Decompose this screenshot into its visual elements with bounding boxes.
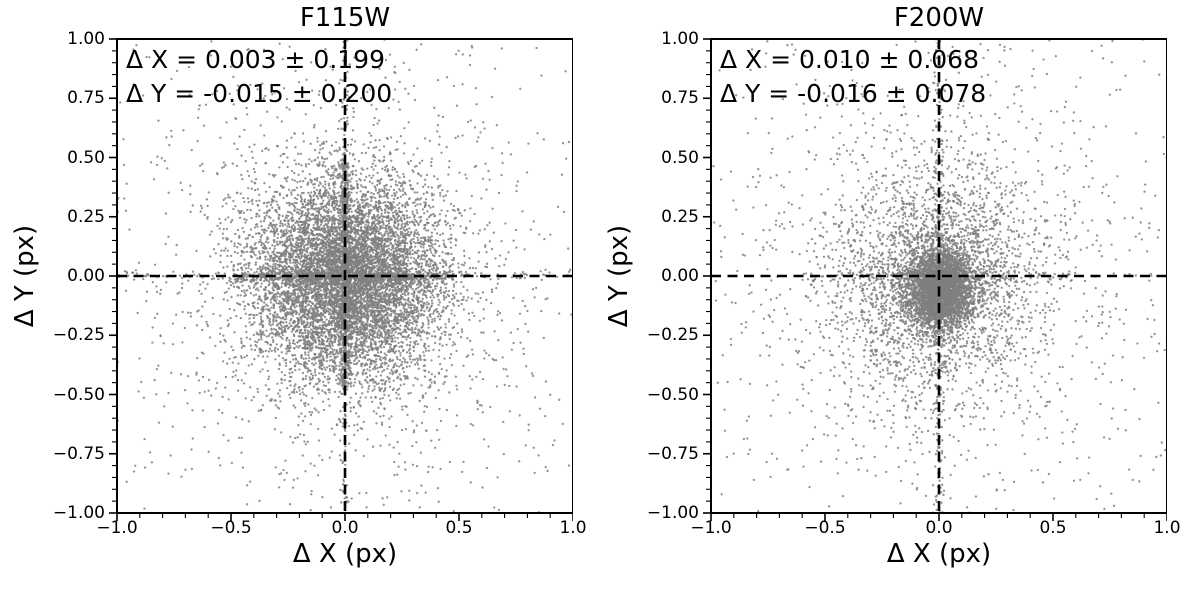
- stats-annotation: Δ X = 0.003 ± 0.199 Δ Y = -0.015 ± 0.200: [126, 43, 392, 111]
- y-tick-label: 0.50: [661, 147, 699, 168]
- x-tick-label: −0.5: [804, 518, 846, 538]
- y-tick-label: 0.00: [661, 266, 699, 286]
- y-tick-label: −0.25: [52, 325, 105, 346]
- annotation-delta-y: Δ Y = -0.016 ± 0.078: [720, 79, 987, 108]
- y-tick-label: −0.50: [646, 384, 699, 405]
- y-tick-label: −0.50: [52, 384, 105, 405]
- annotation-delta-y: Δ Y = -0.015 ± 0.200: [126, 79, 393, 108]
- x-tick-label: −1.0: [690, 518, 732, 538]
- y-tick-label: −0.25: [646, 325, 699, 346]
- subplot-f115w: F115W Δ X = 0.003 ± 0.199 Δ Y = -0.015 ±…: [0, 0, 594, 590]
- y-tick-label: −0.75: [52, 443, 105, 464]
- y-tick-label: 1.00: [67, 29, 105, 49]
- x-tick-label: 0.0: [925, 518, 953, 538]
- y-tick-label: −0.75: [646, 443, 699, 464]
- y-tick-label: 0.75: [661, 88, 699, 109]
- subplot-f200w: F200W Δ X = 0.010 ± 0.068 Δ Y = -0.016 ±…: [594, 0, 1188, 590]
- scatter-plot-canvas: [102, 28, 573, 524]
- y-tick-label: 1.00: [661, 29, 699, 49]
- x-axis-label: Δ X (px): [292, 539, 398, 569]
- y-tick-label: 0.25: [67, 206, 105, 227]
- y-tick-label: −1.00: [646, 503, 699, 523]
- x-tick-label: 0.0: [331, 518, 359, 538]
- x-tick-label: 1.0: [1153, 518, 1181, 538]
- scatter-plot-canvas: [696, 28, 1167, 524]
- x-axis-label: Δ X (px): [886, 539, 992, 569]
- y-tick-label: 0.00: [67, 266, 105, 286]
- x-tick-label: 1.0: [559, 518, 587, 538]
- y-tick-label: 0.75: [67, 88, 105, 109]
- y-tick-label: 0.25: [661, 206, 699, 227]
- x-tick-label: −0.5: [210, 518, 252, 538]
- annotation-delta-x: Δ X = 0.003 ± 0.199: [126, 45, 385, 74]
- stats-annotation: Δ X = 0.010 ± 0.068 Δ Y = -0.016 ± 0.078: [720, 43, 986, 111]
- x-tick-label: 0.5: [1039, 518, 1067, 538]
- x-tick-label: −1.0: [96, 518, 138, 538]
- y-tick-label: −1.00: [52, 503, 105, 523]
- y-tick-label: 0.50: [67, 147, 105, 168]
- x-tick-label: 0.5: [445, 518, 473, 538]
- annotation-delta-x: Δ X = 0.010 ± 0.068: [720, 45, 979, 74]
